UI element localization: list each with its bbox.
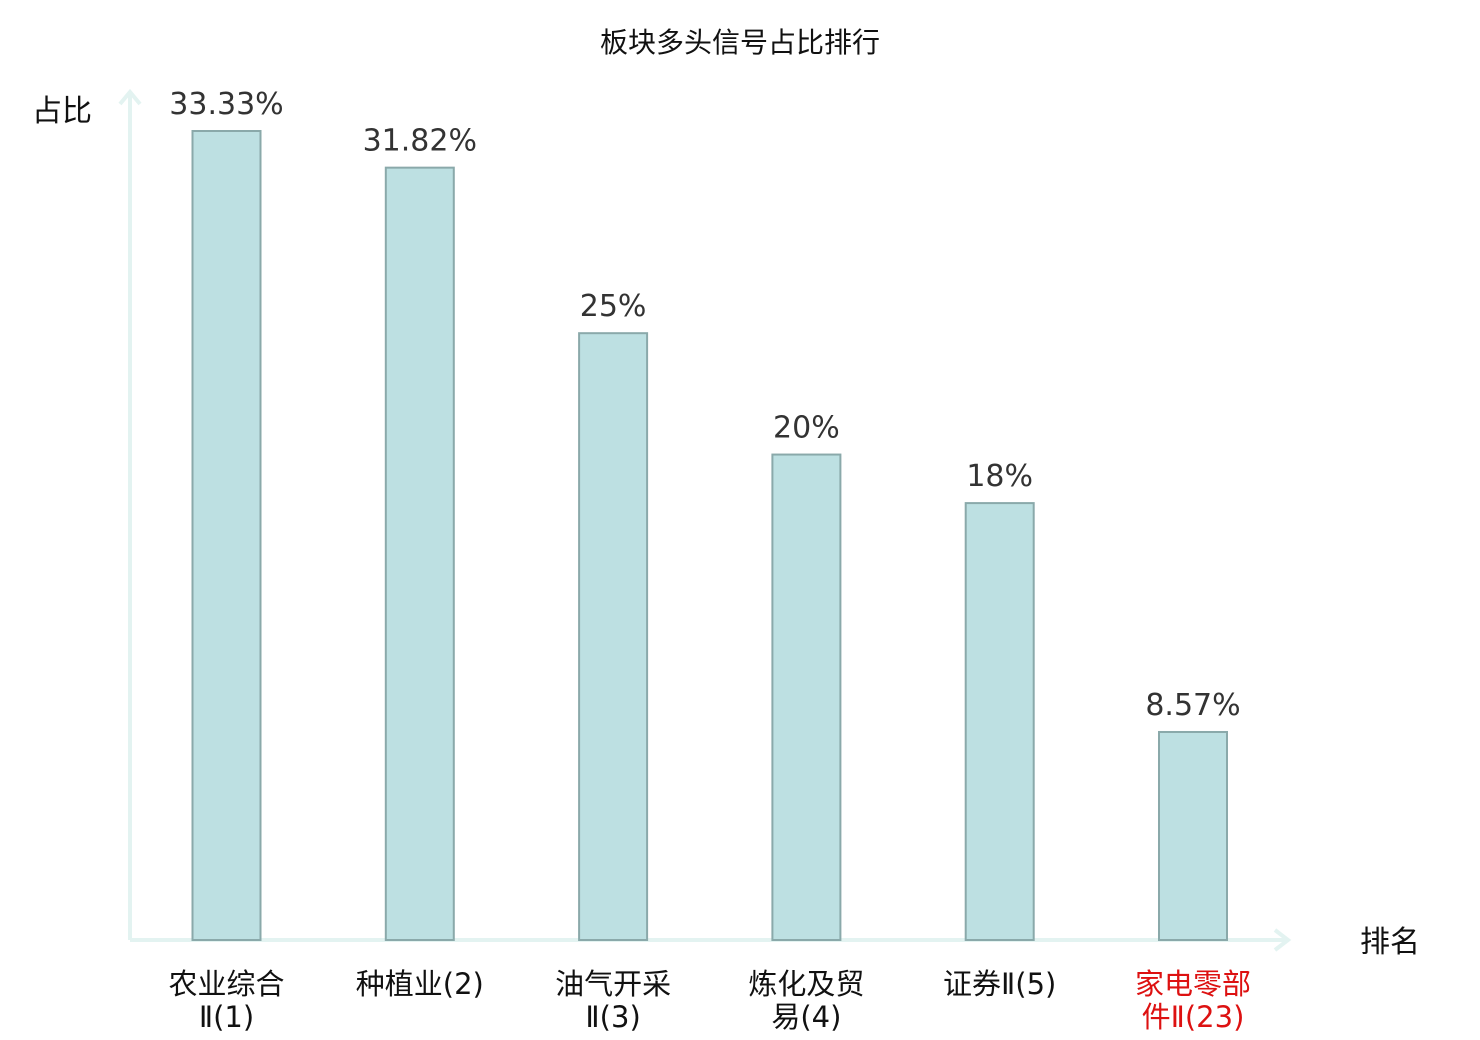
- value-label-4: 20%: [773, 411, 840, 446]
- y-axis-label: 占比: [32, 94, 92, 129]
- category-label-3-line-2: Ⅱ(3): [585, 1000, 640, 1034]
- category-label-4-line-1: 炼化及贸: [748, 967, 864, 1001]
- category-label-4-line-2: 易(4): [771, 1000, 841, 1034]
- value-label-5: 18%: [966, 459, 1033, 494]
- bar-5: [964, 502, 1035, 941]
- category-label-6-line-1: 家电零部: [1135, 967, 1251, 1001]
- value-label-1: 33.33%: [169, 87, 283, 122]
- category-label-5-line-1: 证券Ⅱ(5): [943, 967, 1056, 1001]
- x-axis-arrow: [1273, 928, 1292, 952]
- x-axis-label: 排名: [1360, 925, 1420, 960]
- bar-6: [1158, 730, 1228, 941]
- value-label-6: 8.57%: [1145, 688, 1240, 723]
- bar-2: [384, 166, 455, 941]
- category-label-1-line-1: 农业综合: [168, 967, 284, 1001]
- bar-3: [578, 332, 649, 941]
- value-label-2: 31.82%: [363, 124, 477, 159]
- chart-title: 板块多头信号占比排行: [600, 26, 880, 59]
- category-label-3-line-1: 油气开采: [555, 967, 671, 1001]
- category-label-6-line-2: 件Ⅱ(23): [1142, 1000, 1245, 1034]
- category-label-1-line-2: Ⅱ(1): [199, 1000, 254, 1034]
- y-axis-arrow: [118, 88, 142, 106]
- bar-1: [191, 130, 262, 941]
- value-label-3: 25%: [580, 289, 647, 324]
- category-label-2-line-1: 种植业(2): [356, 967, 484, 1001]
- bar-4: [771, 453, 842, 941]
